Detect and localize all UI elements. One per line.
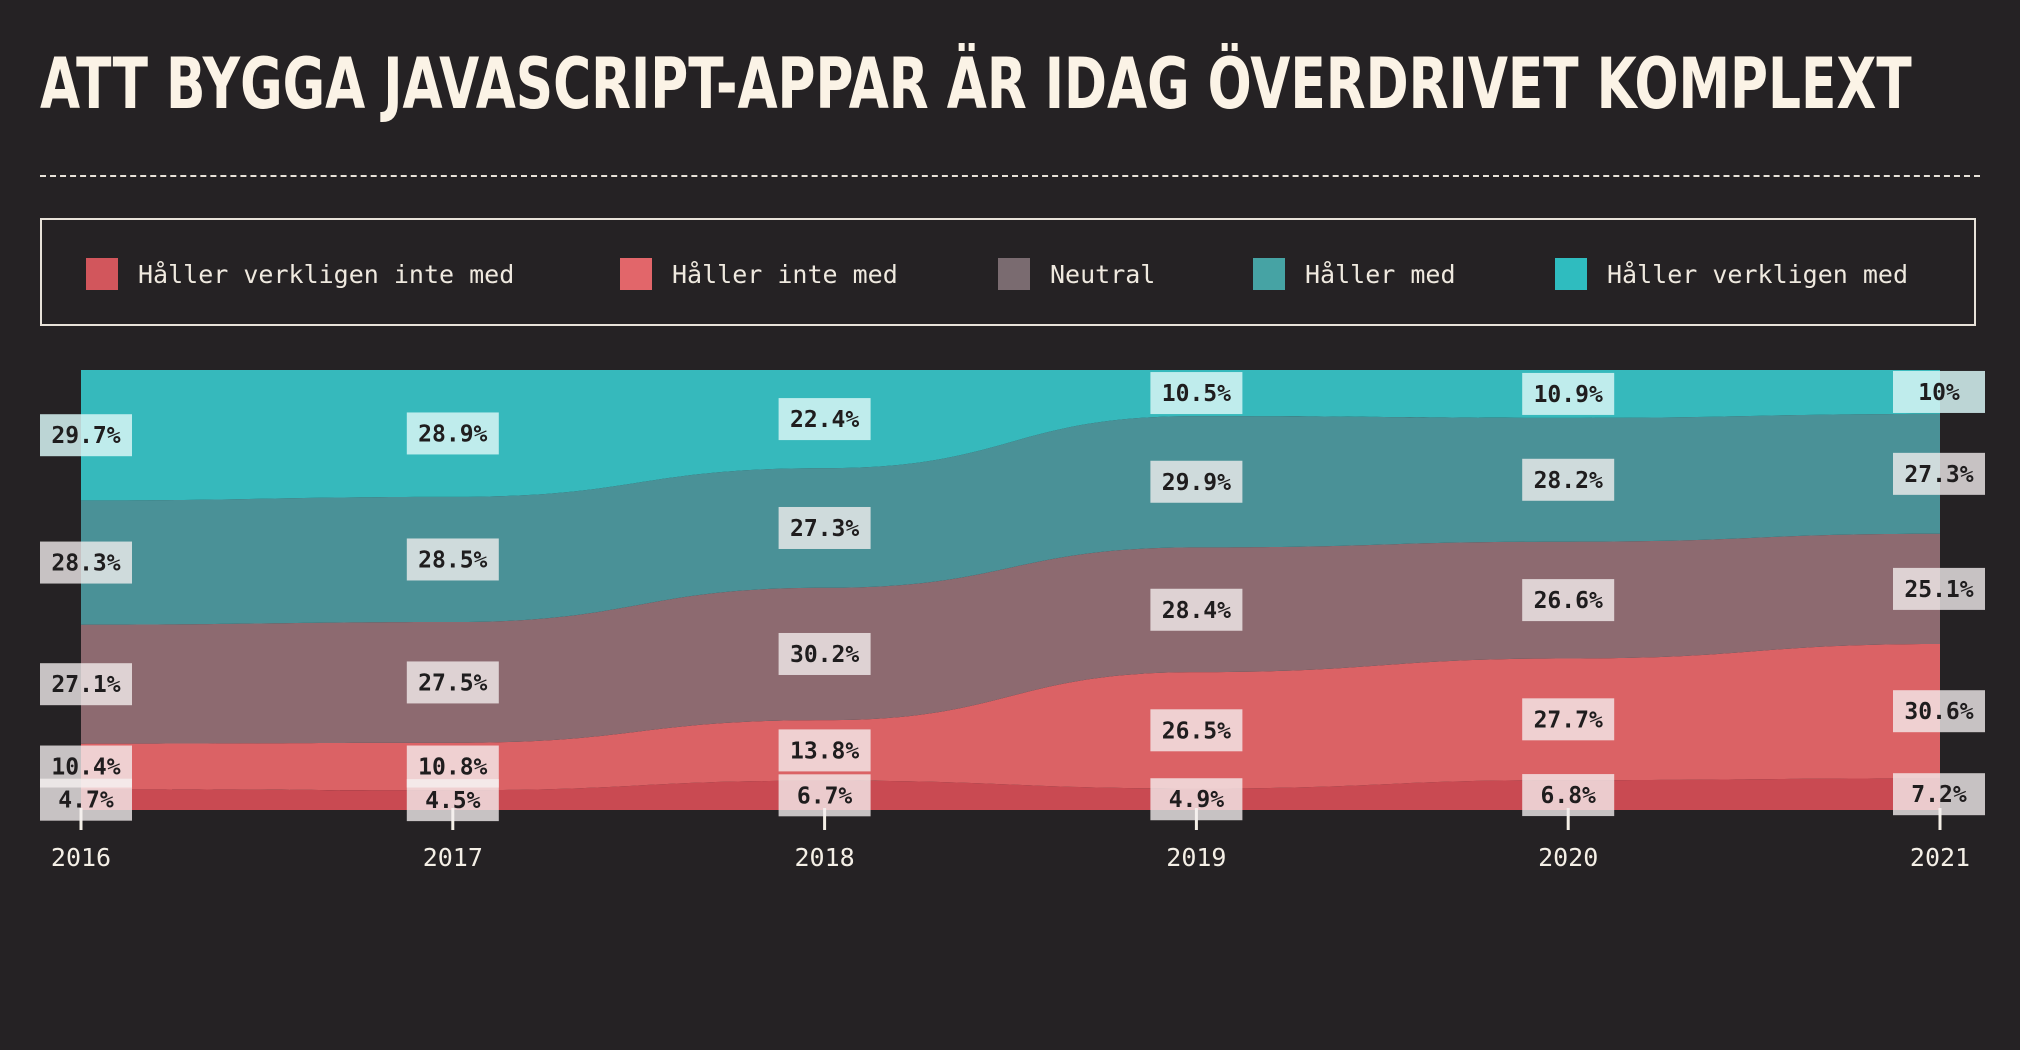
- data-label: 27.1%: [51, 672, 120, 698]
- data-label: 28.3%: [51, 551, 120, 577]
- data-label: 27.7%: [1534, 707, 1603, 733]
- data-label-box: [40, 414, 132, 457]
- data-label-box: [778, 774, 871, 817]
- data-label-box: [1150, 460, 1243, 503]
- data-label-box: [778, 632, 871, 675]
- data-label: 7.2%: [1911, 782, 1967, 808]
- data-label: 29.9%: [1162, 470, 1231, 496]
- data-label-box: [406, 538, 499, 581]
- data-label: 4.7%: [58, 788, 114, 814]
- data-label: 28.5%: [418, 547, 487, 573]
- data-label-box: [1893, 773, 1985, 816]
- data-label: 26.6%: [1534, 588, 1603, 614]
- legend-label: Håller verkligen inte med: [138, 259, 515, 289]
- x-axis: 2016 2017 2018 2019 2020 2021: [51, 808, 1970, 872]
- legend-item-agree[interactable]: Håller med: [1253, 258, 1456, 290]
- data-label: 10.5%: [1162, 381, 1231, 407]
- area-series-3: [81, 533, 1940, 744]
- area-series-1: [81, 778, 1940, 810]
- area-series-4: [81, 413, 1940, 625]
- area-series-2: [81, 644, 1940, 791]
- legend-swatch: [86, 258, 118, 290]
- data-label-box: [1150, 778, 1243, 821]
- data-label: 6.8%: [1541, 783, 1597, 809]
- legend-label: Håller inte med: [672, 259, 898, 289]
- x-tick-label: 2018: [794, 843, 854, 872]
- title-divider: [40, 175, 1980, 177]
- legend-label: Håller med: [1305, 259, 1456, 289]
- legend-item-disagree[interactable]: Håller inte med: [620, 258, 898, 290]
- data-label: 28.4%: [1162, 598, 1231, 624]
- data-label-box: [1522, 774, 1615, 817]
- legend-swatch: [998, 258, 1030, 290]
- data-label: 27.5%: [418, 670, 487, 696]
- data-label: 10.8%: [418, 755, 487, 781]
- data-label-box: [1893, 452, 1985, 495]
- data-label-box: [1893, 370, 1985, 413]
- data-label: 10%: [1918, 380, 1960, 406]
- data-label-box: [1522, 458, 1615, 501]
- legend-label: Håller verkligen med: [1607, 259, 1909, 289]
- legend-swatch: [620, 258, 652, 290]
- data-label-box: [1150, 588, 1243, 631]
- data-label-box: [406, 745, 499, 788]
- data-label: 4.9%: [1169, 787, 1225, 813]
- data-label: 10.4%: [51, 755, 120, 781]
- x-tick-label: 2019: [1166, 843, 1226, 872]
- data-label-box: [1150, 709, 1243, 752]
- data-label: 10.9%: [1534, 382, 1603, 408]
- legend-swatch: [1253, 258, 1285, 290]
- data-label: 29.7%: [51, 423, 120, 449]
- data-label: 28.2%: [1534, 468, 1603, 494]
- data-label-box: [1522, 579, 1615, 622]
- area-series-5: [81, 370, 1940, 501]
- data-label-box: [1893, 567, 1985, 610]
- x-tick-label: 2016: [51, 843, 111, 872]
- area-layers: [81, 370, 1940, 810]
- legend-label: Neutral: [1050, 259, 1156, 289]
- data-label-box: [406, 661, 499, 704]
- data-label: 6.7%: [797, 783, 853, 809]
- legend-item-neutral[interactable]: Neutral: [998, 258, 1155, 290]
- data-label: 27.3%: [1904, 462, 1973, 488]
- legend-item-strongly-disagree[interactable]: Håller verkligen inte med: [86, 258, 514, 290]
- data-label-box: [1150, 372, 1243, 415]
- data-label-box: [40, 745, 132, 788]
- data-labels: 4.7% 4.5% 6.7% 4.9% 6.8% 7.2% 10.4% 10.8% 13.8% 2…: [40, 370, 1985, 822]
- data-label-box: [40, 663, 132, 706]
- data-label: 28.9%: [418, 421, 487, 447]
- data-label: 30.6%: [1904, 699, 1973, 725]
- legend-item-strongly-agree[interactable]: Håller verkligen med: [1555, 258, 1908, 290]
- legend-swatch: [1555, 258, 1587, 290]
- chart-title: ATT BYGGA JAVASCRIPT-APPAR ÄR IDAG ÖVERD…: [40, 43, 1912, 125]
- data-label: 30.2%: [790, 642, 859, 668]
- data-label-box: [1893, 690, 1985, 733]
- x-tick-label: 2021: [1910, 843, 1970, 872]
- data-label: 22.4%: [790, 407, 859, 433]
- data-label-box: [1522, 372, 1615, 415]
- x-tick-label: 2017: [423, 843, 483, 872]
- data-label-box: [778, 729, 871, 772]
- legend: Håller verkligen inte med Håller inte me…: [40, 218, 1976, 326]
- data-label-box: [406, 412, 499, 455]
- data-label: 13.8%: [790, 738, 859, 764]
- data-label: 26.5%: [1162, 718, 1231, 744]
- data-label-box: [1522, 698, 1615, 741]
- data-label: 27.3%: [790, 516, 859, 542]
- data-label: 25.1%: [1904, 577, 1973, 603]
- x-tick-label: 2020: [1538, 843, 1598, 872]
- data-label-box: [778, 506, 871, 549]
- data-label: 4.5%: [425, 788, 481, 814]
- data-label-box: [778, 398, 871, 441]
- data-label-box: [40, 541, 132, 584]
